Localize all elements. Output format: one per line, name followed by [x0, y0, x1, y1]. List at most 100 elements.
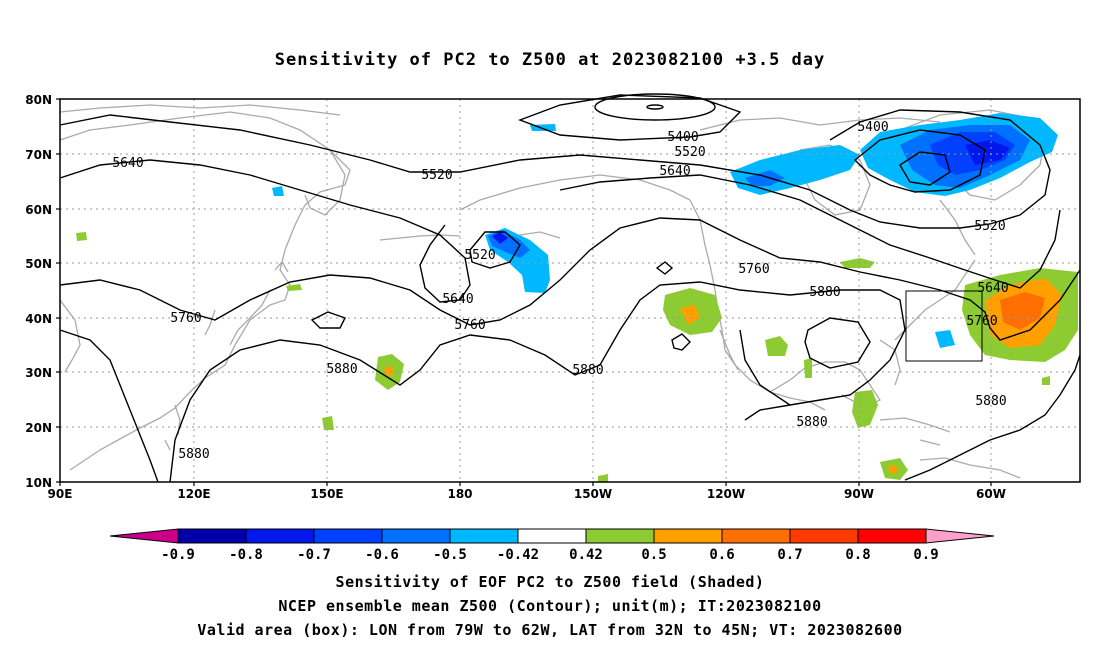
lat-label: 50N: [25, 257, 52, 271]
contour-label: 5760: [966, 314, 997, 329]
coast-eastcoast: [894, 259, 976, 341]
colorbar-tick-label: -0.7: [297, 547, 331, 563]
contour-labels: 5400 5400 5520 5520 5520 5520 5640 5640 …: [112, 120, 1008, 462]
shade-mexico-green: [765, 336, 788, 356]
coast-labrador: [939, 199, 976, 256]
lon-label: 120E: [177, 487, 210, 501]
colorbar-tick-label: 0.5: [641, 547, 666, 563]
contour-label: 5880: [572, 363, 603, 378]
colorbar-tick-label: 0.42: [569, 547, 603, 563]
valid-area-box: [905, 290, 983, 362]
lat-label: 20N: [25, 421, 52, 435]
colorbar-segment: [653, 528, 723, 544]
contour-5520-loop: [469, 231, 521, 269]
colorbar-segment: [585, 528, 655, 544]
lat-label: 30N: [25, 366, 52, 380]
coast-florida: [879, 339, 901, 386]
shade-small-green-2: [286, 284, 302, 291]
contour-label: 5880: [326, 362, 357, 377]
contour-5760-small: [655, 261, 674, 275]
shade-caribbean-orange: [888, 465, 898, 474]
latitude-labels: 80N 70N 60N 50N 40N 30N 20N 10N: [25, 93, 52, 490]
coast-siberia-north: [59, 104, 341, 116]
shade-pacific-orange: [680, 305, 700, 325]
contour-5640-b: [559, 174, 1061, 289]
contour-5880-atlantic: [904, 354, 1081, 481]
contour-label: 5400: [667, 130, 698, 145]
shade-small-green-5: [804, 358, 812, 378]
shade-canada-mid: [745, 170, 785, 186]
colorbar-segment: [177, 528, 247, 544]
lon-label: 120W: [707, 487, 745, 501]
longitude-labels: 90E 120E 150E 180 150W 120W 90W 60W: [48, 487, 1006, 501]
contour-5520-a: [59, 109, 1051, 229]
map-border: [59, 98, 1081, 483]
shade-atlantic-dark-orange: [1000, 292, 1045, 330]
caption-valid-area: Valid area (box): LON from 79W to 62W, L…: [197, 621, 903, 639]
contour-label: 5640: [442, 292, 473, 307]
lat-label: 10N: [25, 476, 52, 490]
contour-label: 5760: [738, 262, 769, 277]
colorbar-segment: [245, 528, 315, 544]
shade-greenland-core: [965, 140, 1010, 165]
shade-small-green-3: [322, 416, 334, 430]
contour-low-pole-inner: [646, 104, 664, 110]
coast-arctic-canada: [699, 117, 941, 131]
contour-5400-north: [518, 94, 742, 141]
colorbar-segment: [789, 528, 859, 544]
lat-label: 60N: [25, 203, 52, 217]
chart-title: Sensitivity of PC2 to Z500 at 2023082100…: [274, 50, 826, 70]
shade-small-green-6: [1042, 376, 1050, 385]
colorbar-segment: [381, 528, 451, 544]
colorbar-segment: [313, 528, 383, 544]
colorbar-tick-label: 0.7: [777, 547, 802, 563]
contour-label: 5880: [809, 285, 840, 300]
colorbar-segment: [517, 528, 587, 544]
contour-label: 5400: [857, 120, 888, 135]
lon-label: 150E: [310, 487, 343, 501]
colorbar-tick-label: 0.9: [913, 547, 938, 563]
coast-kamchatka: [304, 149, 346, 216]
coast-india: [59, 299, 81, 373]
coast-japan: [229, 260, 289, 346]
coast-baja: [719, 329, 739, 371]
lat-label: 70N: [25, 148, 52, 162]
contour-label: 5640: [659, 164, 690, 179]
contour-label: 5880: [796, 415, 827, 430]
contour-label: 5520: [421, 168, 452, 183]
contour-5640-a: [59, 159, 471, 303]
colorbar-tick-label: -0.5: [433, 547, 467, 563]
colorbar-tick-label: -0.6: [365, 547, 399, 563]
colorbar-tick-label: 0.8: [845, 547, 870, 563]
colorbar-low-triangle: [109, 528, 179, 544]
lon-label: 60W: [976, 487, 1006, 501]
contour-label: 5520: [974, 219, 1005, 234]
lon-label: 90W: [844, 487, 874, 501]
coast-caribbean: [879, 417, 951, 446]
lon-label: 180: [447, 487, 472, 501]
shade-small-green-1: [76, 232, 87, 241]
shade-small-blue-3: [935, 330, 955, 348]
colorbar-high-triangle: [925, 528, 995, 544]
colorbar-segment: [857, 528, 927, 544]
contour-5880-south: [739, 329, 791, 406]
contour-low-pole: [594, 93, 716, 121]
lat-label: 40N: [25, 312, 52, 326]
caption-shaded: Sensitivity of EOF PC2 to Z500 field (Sh…: [335, 573, 765, 591]
contour-5880-a: [59, 329, 159, 483]
contour-label: 5640: [977, 281, 1008, 296]
contour-low-greenland-inner: [899, 151, 951, 186]
contour-label: 5520: [674, 145, 705, 160]
caption-contour: NCEP ensemble mean Z500 (Contour); unit(…: [278, 597, 822, 615]
shade-hawaii-orange: [384, 366, 394, 376]
shade-small-blue-2: [272, 186, 284, 196]
shade-aleutian-dark: [492, 232, 508, 244]
shade-canada-green: [840, 258, 875, 268]
colorbar-tick-label: -0.42: [497, 547, 539, 563]
axis-ticks: [56, 98, 992, 486]
lon-label: 90E: [48, 487, 73, 501]
contour-label: 5880: [975, 394, 1006, 409]
shade-small-green-4: [598, 474, 608, 482]
contour-label: 5520: [464, 248, 495, 263]
